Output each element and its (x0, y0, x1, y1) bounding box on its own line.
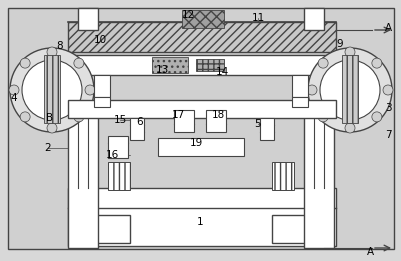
Bar (182, 10, 223, 28)
Bar (196, 59, 223, 71)
Text: A: A (366, 247, 373, 257)
Circle shape (47, 123, 57, 133)
Circle shape (74, 58, 84, 68)
Circle shape (317, 58, 327, 68)
Bar (80, 215, 130, 243)
Bar (291, 75, 307, 97)
Circle shape (371, 58, 381, 68)
Circle shape (307, 48, 391, 132)
Text: 1: 1 (196, 217, 203, 227)
Text: 10: 10 (93, 35, 106, 45)
Circle shape (10, 48, 94, 132)
Text: 5: 5 (254, 119, 261, 129)
Bar (108, 162, 130, 190)
Circle shape (306, 85, 316, 95)
Bar (68, 55, 335, 75)
Text: 7: 7 (384, 130, 390, 140)
Bar (205, 110, 225, 132)
Bar (303, 100, 333, 248)
Text: 3: 3 (384, 103, 390, 113)
Bar (259, 118, 273, 140)
Circle shape (20, 58, 30, 68)
Circle shape (344, 47, 354, 57)
Bar (303, 8, 323, 30)
Bar (158, 138, 243, 156)
Bar (174, 110, 194, 132)
Text: 12: 12 (181, 10, 194, 20)
Bar (271, 215, 321, 243)
Bar (152, 57, 188, 73)
Bar (130, 118, 144, 140)
Circle shape (20, 112, 30, 122)
Circle shape (74, 112, 84, 122)
Bar (44, 55, 60, 123)
Circle shape (9, 85, 19, 95)
Circle shape (371, 112, 381, 122)
Text: 9: 9 (336, 39, 342, 49)
Bar (78, 8, 98, 30)
Circle shape (317, 112, 327, 122)
Bar (291, 97, 307, 107)
Text: 18: 18 (211, 110, 224, 120)
Circle shape (22, 60, 82, 120)
Bar (108, 136, 128, 158)
Text: B: B (47, 113, 53, 123)
Text: 11: 11 (251, 13, 264, 23)
Circle shape (85, 85, 95, 95)
Circle shape (47, 47, 57, 57)
Bar (94, 75, 110, 97)
Text: 14: 14 (215, 67, 228, 77)
Text: 13: 13 (155, 65, 168, 75)
Text: 17: 17 (171, 110, 184, 120)
Text: A: A (383, 23, 391, 33)
Text: 4: 4 (11, 93, 17, 103)
Bar (68, 22, 335, 52)
Bar (68, 100, 335, 118)
Bar (271, 162, 293, 190)
Text: 15: 15 (113, 115, 126, 125)
Bar (341, 55, 357, 123)
Text: 6: 6 (136, 117, 143, 127)
Bar (68, 188, 335, 246)
Text: 16: 16 (105, 150, 118, 160)
Bar (94, 97, 110, 107)
Text: 2: 2 (45, 143, 51, 153)
Circle shape (319, 60, 379, 120)
Text: 19: 19 (189, 138, 202, 148)
Text: 8: 8 (57, 41, 63, 51)
Bar (68, 100, 98, 248)
Circle shape (344, 123, 354, 133)
Circle shape (382, 85, 392, 95)
